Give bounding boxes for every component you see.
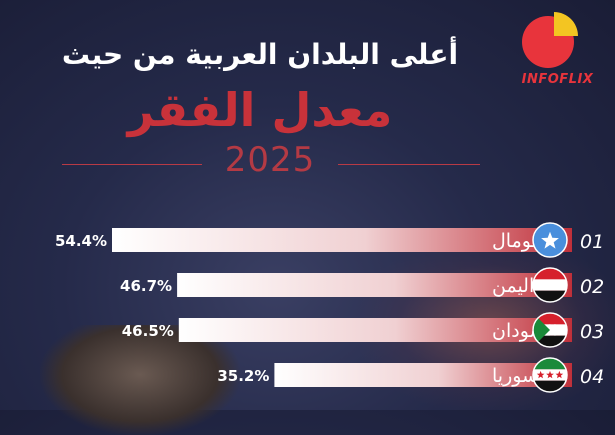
data-label: 35.2% [217,367,269,385]
rank-label: 02 [580,276,604,298]
bar [274,363,572,387]
sudan-flag [532,312,568,348]
bar [177,273,572,297]
rank-label: 03 [580,321,604,343]
yemen-flag [532,267,568,303]
rank-label: 01 [580,231,604,253]
category-label: اليمن [492,275,534,297]
page-title: معدل الفقر [127,83,393,137]
infoflix-logo: INFOFLIX [510,8,605,93]
logo-pie-icon [522,12,578,68]
divider-right [338,164,480,165]
year-label: 2025 [224,140,316,180]
data-label: 54.4% [55,232,107,250]
headline: أعلى البلدان العربية من حيث [61,38,459,71]
syria-flag [532,357,568,393]
category-label: سوريا [492,365,538,387]
bar [112,228,572,252]
data-label: 46.7% [120,277,172,295]
rank-label: 04 [580,366,604,388]
somalia-flag [532,222,568,258]
bar [178,318,573,342]
data-label: 46.5% [122,322,174,340]
divider-left [62,164,202,165]
logo-text: INFOFLIX [521,72,594,87]
